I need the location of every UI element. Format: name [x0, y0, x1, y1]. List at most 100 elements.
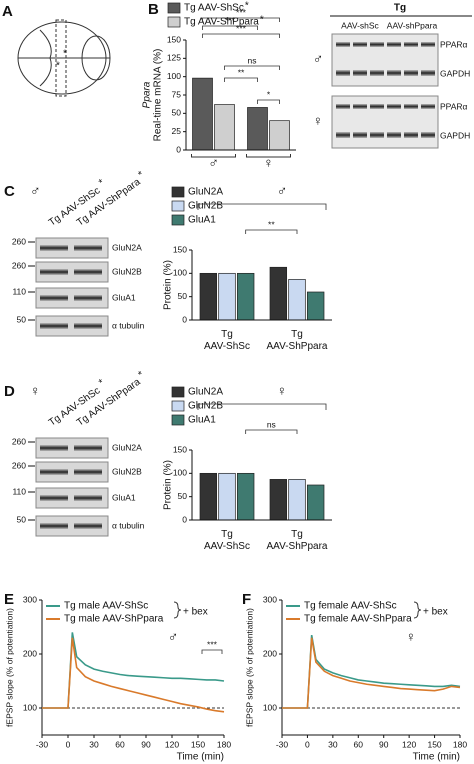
x-tick-label: 60: [115, 739, 125, 749]
marker-label: 260: [12, 260, 26, 270]
y-tick-label: 150: [167, 34, 181, 44]
band-label: GAPDH: [440, 68, 470, 78]
marker-label: 260: [12, 236, 26, 246]
band: [353, 132, 367, 138]
y-tick-label: 0: [182, 314, 187, 324]
band: [40, 523, 68, 529]
bar: [269, 266, 288, 321]
band: [40, 495, 68, 501]
x-tick-label: 60: [354, 739, 364, 749]
x-label: Time (min): [177, 752, 224, 763]
bar: [218, 472, 236, 521]
x-tick-label: 0: [66, 739, 71, 749]
band: [40, 323, 68, 329]
band-label: GluN2B: [112, 266, 142, 276]
y-tick-label: 100: [23, 702, 37, 712]
x-tick-label: 120: [402, 739, 416, 749]
band: [421, 42, 435, 47]
band: [74, 245, 102, 251]
bar: [269, 120, 290, 151]
panel-label: E: [4, 591, 14, 608]
x-tick-label: 180: [217, 739, 231, 749]
x-tick-label: 180: [453, 739, 467, 749]
y-tick-label: 200: [263, 648, 277, 658]
marker-label: 110: [12, 286, 26, 296]
y-tick-label: 300: [263, 594, 277, 604]
band: [74, 295, 102, 301]
blot: [35, 261, 109, 283]
legend-label: Tg male AAV-ShPpara: [64, 614, 164, 625]
sig-bracket: [245, 429, 298, 434]
x-tick-label: 90: [141, 739, 151, 749]
band: [421, 104, 435, 109]
bar: [306, 484, 325, 521]
x-tick-label: -30: [276, 739, 289, 749]
band-label: PPARα: [440, 39, 468, 49]
blot: [35, 487, 109, 509]
site-mark: *: [63, 49, 67, 60]
sig-label: **: [238, 67, 245, 77]
y-tick-label: 125: [167, 53, 181, 63]
y-tick-label: 50: [172, 108, 182, 118]
lane-mark: *: [97, 377, 107, 388]
legend-swatch: [171, 186, 185, 198]
band: [404, 132, 418, 138]
sex-label: ♀: [406, 629, 417, 645]
legend-swatch: [171, 386, 185, 398]
marker-label: 110: [12, 486, 26, 496]
bar: [236, 472, 255, 521]
legend-label: GluA1: [188, 415, 216, 426]
x-tick-label: Tg AAV-ShPpara: [267, 329, 328, 352]
legend-swatch: [171, 214, 185, 226]
lane-mark: *: [97, 177, 107, 188]
band-label: GAPDH: [440, 130, 470, 140]
y-tick-label: 25: [172, 126, 182, 136]
y-tick-label: 200: [23, 648, 37, 658]
band: [74, 323, 102, 329]
band: [353, 70, 367, 76]
band: [370, 42, 384, 47]
sig-bracket: [245, 229, 298, 234]
legend-mark: *: [245, 1, 249, 12]
sex-label: ♂: [168, 629, 179, 645]
band: [74, 495, 102, 501]
lane-mark: *: [137, 169, 147, 180]
band: [74, 523, 102, 529]
legend-swatch: [167, 2, 181, 14]
bar: [306, 291, 325, 321]
legend-swatch: [171, 400, 185, 412]
panel-label: B: [148, 1, 159, 18]
bar: [288, 479, 306, 521]
y-label: fEPSP slope (% of potentiation): [244, 608, 254, 727]
lane-label: AAV-shPpara: [387, 20, 438, 30]
legend-swatch: [167, 16, 181, 28]
band: [336, 42, 350, 47]
bar: [269, 479, 288, 521]
sex-label: ♂: [313, 51, 324, 67]
x-tick-label: ♀: [263, 155, 274, 171]
band-label: GluA1: [112, 492, 136, 502]
sig-label: *: [267, 89, 271, 99]
bar: [247, 107, 268, 151]
sex-label: ♀: [313, 113, 324, 129]
sig-label: ***: [236, 7, 247, 17]
x-tick-label: Tg AAV-ShSc: [204, 329, 250, 352]
bar: [288, 279, 306, 321]
sig-bracket: [202, 17, 280, 22]
y-label-group: Ppara Real-time mRNA (%): [142, 49, 164, 142]
y-tick-label: 0: [176, 144, 181, 154]
marker-label: 50: [17, 514, 27, 524]
sex-label: ♂: [277, 183, 288, 199]
group-bracket: [246, 154, 291, 158]
x-tick-label: Tg AAV-ShPpara: [267, 529, 328, 552]
y-label-group: Protein (%): [163, 260, 174, 310]
band: [40, 295, 68, 301]
sex-bracket: [197, 403, 327, 410]
bar: [236, 272, 255, 321]
marker-label: 260: [12, 460, 26, 470]
x-tick-label: ♂: [208, 155, 219, 171]
band: [353, 104, 367, 109]
sig-label: ***: [207, 639, 218, 649]
legend-swatch: [171, 200, 185, 212]
bar: [192, 77, 213, 151]
